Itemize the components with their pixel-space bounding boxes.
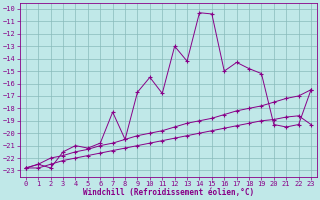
- X-axis label: Windchill (Refroidissement éolien,°C): Windchill (Refroidissement éolien,°C): [83, 188, 254, 197]
